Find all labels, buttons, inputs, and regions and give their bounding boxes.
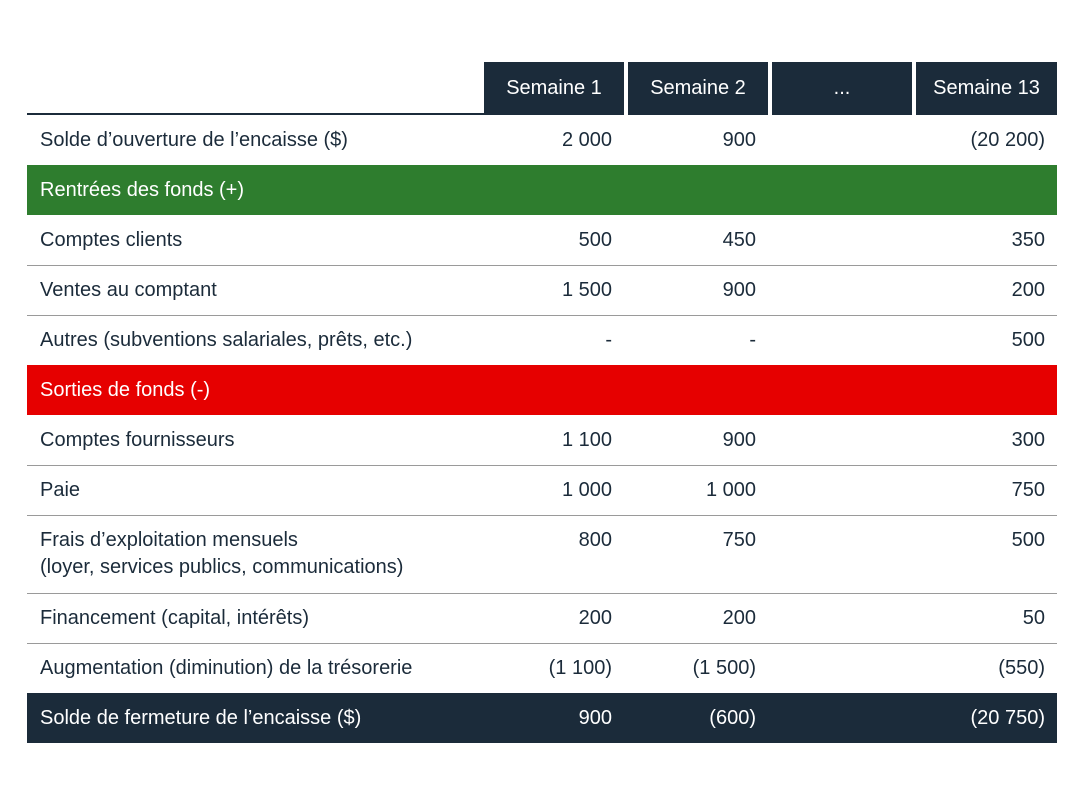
section-band	[27, 365, 1057, 415]
row-separator	[27, 315, 1057, 316]
cell-value: -	[605, 329, 612, 351]
cell-value: 300	[1011, 429, 1045, 451]
header-cell	[772, 62, 912, 115]
cell-value: 200	[1011, 279, 1045, 301]
row-separator	[27, 515, 1057, 516]
cell-value: -	[749, 329, 756, 351]
cell-value: 900	[578, 707, 612, 729]
row-label: Autres (subventions salariales, prêts, e…	[40, 329, 413, 351]
cell-value: 1 000	[705, 479, 756, 501]
cell-value: 750	[1011, 479, 1045, 501]
header-label: Semaine 2	[650, 77, 746, 99]
row-separator	[27, 643, 1057, 644]
header-cell	[916, 62, 1057, 115]
row-label-line: (loyer, services publics, communications…	[40, 556, 404, 578]
cell-value: (1 100)	[548, 657, 612, 679]
cell-value: 1 100	[561, 429, 612, 451]
cell-value: 900	[722, 429, 756, 451]
row-label: Solde d’ouverture de l’encaisse ($)	[40, 129, 348, 151]
cell-value: 500	[1011, 529, 1045, 551]
header-cell	[484, 62, 624, 115]
row-label: Comptes clients	[40, 229, 183, 251]
cell-value: 900	[722, 279, 756, 301]
cell-value: 1 000	[561, 479, 612, 501]
cell-value: (550)	[998, 657, 1045, 679]
cell-value: 500	[1011, 329, 1045, 351]
section-band	[27, 165, 1057, 215]
cell-value: 750	[722, 529, 756, 551]
cell-value: 200	[578, 607, 612, 629]
header-rule	[27, 113, 484, 115]
row-separator	[27, 265, 1057, 266]
cell-value: 1 500	[561, 279, 612, 301]
cell-value: (1 500)	[692, 657, 756, 679]
cell-value: 200	[722, 607, 756, 629]
cell-value: 900	[722, 129, 756, 151]
cell-value: 450	[722, 229, 756, 251]
header-cell	[628, 62, 768, 115]
cell-value: 350	[1011, 229, 1045, 251]
header-label: Semaine 1	[506, 77, 602, 99]
row-label: Ventes au comptant	[40, 279, 217, 301]
section-label: Rentrées des fonds (+)	[40, 179, 244, 201]
total-label: Solde de fermeture de l’encaisse ($)	[40, 707, 362, 729]
cell-value: (600)	[709, 707, 756, 729]
cell-value: (20 200)	[970, 129, 1046, 151]
row-label: Augmentation (diminution) de la trésorer…	[40, 657, 413, 679]
row-label: Comptes fournisseurs	[40, 429, 235, 451]
row-label-line: Frais d’exploitation mensuels	[40, 529, 298, 551]
row-label: Paie	[40, 479, 81, 501]
cell-value: 500	[578, 229, 612, 251]
row-separator	[27, 593, 1057, 594]
total-band	[27, 693, 1057, 743]
cell-value: 800	[578, 529, 612, 551]
cell-value: 50	[1022, 607, 1045, 629]
header-label: ...	[833, 77, 851, 99]
cell-value: 2 000	[561, 129, 612, 151]
section-label: Sorties de fonds (-)	[40, 379, 211, 401]
cell-value: (20 750)	[970, 707, 1046, 729]
row-label: Financement (capital, intérêts)	[40, 607, 310, 629]
header-label: Semaine 13	[933, 77, 1040, 99]
row-separator	[27, 465, 1057, 466]
